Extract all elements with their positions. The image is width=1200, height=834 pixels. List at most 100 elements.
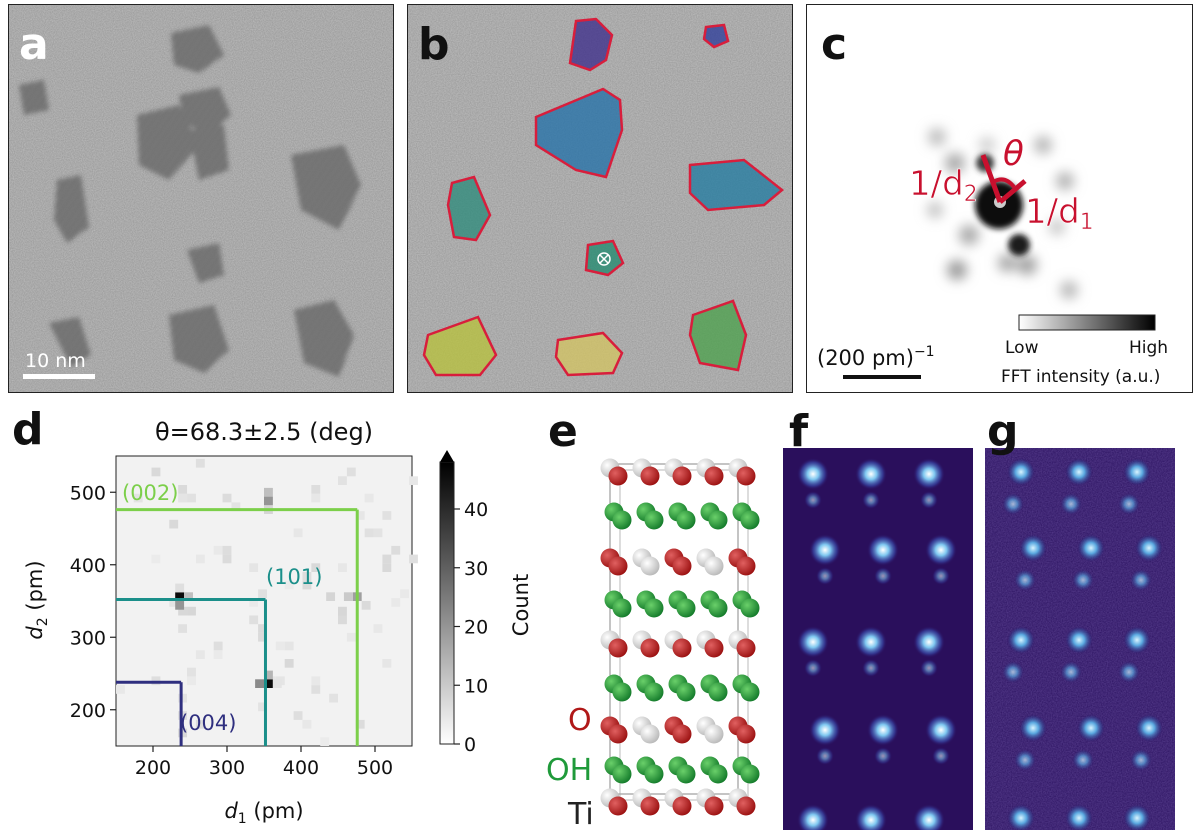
heatmap-cell-bg xyxy=(346,467,356,477)
lattice-spot-minor xyxy=(932,567,950,585)
lattice-spot-minor xyxy=(816,567,834,585)
fft-colorbar xyxy=(1018,314,1156,331)
lattice-spot xyxy=(1123,626,1151,654)
tem-segmented-image-b xyxy=(408,5,792,392)
colorbar-tick-label: 0 xyxy=(464,734,476,756)
heatmap-cell-bg xyxy=(391,598,401,607)
atom xyxy=(704,796,724,816)
lattice-spot-minor xyxy=(804,659,822,677)
tem-image-a: 10 nm xyxy=(9,5,393,392)
atom xyxy=(608,638,628,658)
heatmap-cell-bg xyxy=(222,545,232,555)
x-tick-label: 200 xyxy=(135,757,171,779)
lattice-spot xyxy=(1077,534,1105,562)
legend-O: O xyxy=(568,703,592,738)
atom xyxy=(736,796,756,816)
heatmap-cell-bg xyxy=(302,572,312,581)
y-tick-label: 500 xyxy=(70,482,106,504)
atom xyxy=(640,796,660,816)
scale-bar-label-a: 10 nm xyxy=(25,350,86,372)
lattice-spot xyxy=(1123,458,1151,486)
lattice-spot xyxy=(925,714,957,746)
annotation-101: (101) xyxy=(266,565,322,589)
colorbar-tick-label: 40 xyxy=(464,499,488,521)
atom xyxy=(608,796,628,816)
heatmap-cell-bg xyxy=(311,485,321,494)
atom xyxy=(740,764,760,784)
atom xyxy=(676,682,696,702)
annotation-002: (002) xyxy=(122,481,178,505)
heatmap-cell-bg xyxy=(275,641,285,651)
colorbar-count-label: Count xyxy=(509,574,533,636)
atom xyxy=(676,764,696,784)
lattice-spot-minor xyxy=(1002,493,1024,515)
panel-label-e: e xyxy=(548,406,578,457)
heatmap-cell-bg xyxy=(178,485,188,494)
atom xyxy=(608,556,628,576)
lattice-spot xyxy=(867,714,899,746)
heatmap-cell-bg xyxy=(311,493,321,503)
heatmap-cell-bg xyxy=(293,711,303,720)
panel-g: g xyxy=(985,400,1175,832)
atom xyxy=(736,724,756,744)
lattice-spot xyxy=(1065,804,1093,832)
heatmap-cell-bg xyxy=(187,493,196,503)
heatmap-cell-bg xyxy=(382,659,392,668)
atom xyxy=(612,598,632,618)
heatmap-cell-bg xyxy=(258,702,267,712)
heatmap-cell-bg xyxy=(284,580,294,590)
heatmap-cell-bg xyxy=(222,493,232,503)
heatmap-cell-bg xyxy=(258,589,267,599)
x-axis-label: d1 (pm) xyxy=(224,799,303,827)
lattice-spot-minor xyxy=(816,747,834,765)
panel-label-a: a xyxy=(19,19,49,70)
theta-label: θ xyxy=(1003,134,1024,174)
heatmap-cell-bg xyxy=(329,693,338,703)
panel-a: 10 nm a xyxy=(8,4,394,393)
atom xyxy=(704,466,724,486)
heatmap-cell xyxy=(264,487,273,497)
colorbar-tick-label: 10 xyxy=(464,675,488,697)
atom xyxy=(612,682,632,702)
atom xyxy=(672,724,692,744)
lattice-spot-minor xyxy=(932,747,950,765)
panel-e: O OH Ti e xyxy=(538,400,778,832)
heatmap-cell xyxy=(175,583,185,593)
crystal-structure: O OH Ti xyxy=(546,458,760,832)
colorbar-title: FFT intensity (a.u.) xyxy=(1001,367,1160,387)
atom xyxy=(672,466,692,486)
atom xyxy=(640,466,660,486)
heatmap-cell-bg xyxy=(338,606,347,616)
heatmap-cell-bg xyxy=(231,502,241,512)
heatmap-cell xyxy=(175,601,185,610)
atom xyxy=(672,638,692,658)
lattice-spot xyxy=(1007,626,1035,654)
lattice-spot-minor xyxy=(862,659,880,677)
heatmap-cell-bg xyxy=(195,554,205,564)
lattice-spot-minor xyxy=(1118,493,1140,515)
panel-d: 200 300 400 500 200 300 400 500 0 10 20 30 40 Count… xyxy=(0,400,560,830)
atom xyxy=(644,598,664,618)
particle-outline xyxy=(422,315,498,377)
lattice-spot-minor xyxy=(920,491,938,509)
heatmap-cell-bg xyxy=(213,641,223,651)
heatmap-cell-bg xyxy=(213,650,223,659)
particle-outline xyxy=(688,158,784,212)
heatmap-cell-bg xyxy=(391,545,401,555)
heatmap-cell-bg xyxy=(187,606,196,616)
heatmap-cell-bg xyxy=(320,737,330,746)
lattice-spot-minor xyxy=(1002,661,1024,683)
lattice-spot-minor xyxy=(804,491,822,509)
heatmap-cell-bg xyxy=(302,580,312,590)
simulated-image-f xyxy=(783,448,973,834)
lattice-spot xyxy=(855,804,887,834)
fft-scale-bar-label: (200 pm)−1 xyxy=(817,344,935,370)
atom xyxy=(736,638,756,658)
lattice-spot-minor xyxy=(920,659,938,677)
lattice-spot-minor xyxy=(1060,661,1082,683)
heatmap-cell-bg xyxy=(302,719,312,729)
atom xyxy=(740,682,760,702)
heatmap-cell-bg xyxy=(151,554,161,564)
lattice-spot xyxy=(1065,458,1093,486)
atom xyxy=(704,556,724,576)
